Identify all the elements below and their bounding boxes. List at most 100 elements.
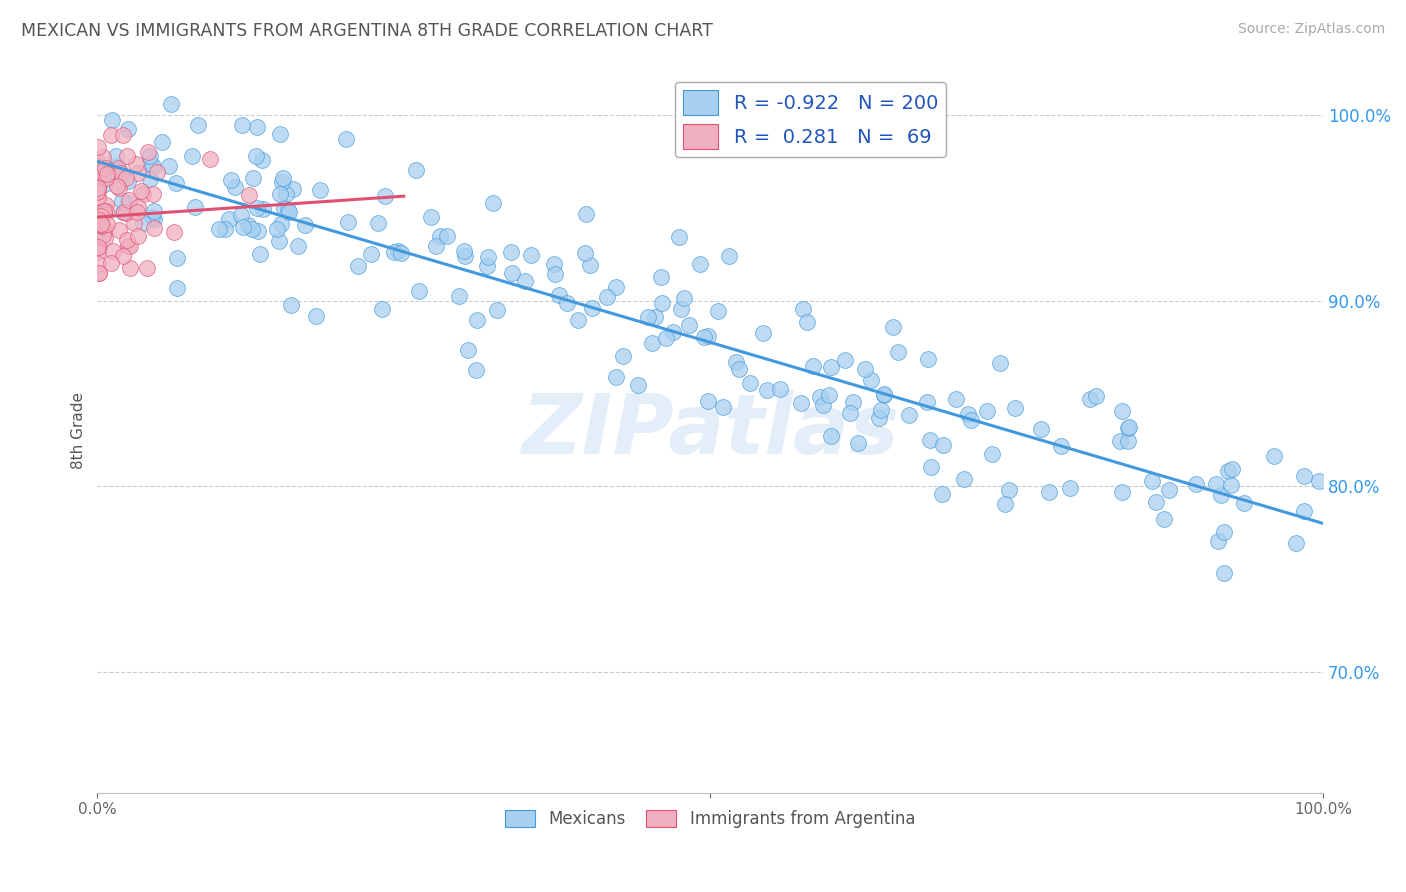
Point xyxy=(752,326,775,341)
Point xyxy=(436,229,458,244)
Point xyxy=(273,202,295,216)
Point xyxy=(245,149,267,163)
Point xyxy=(166,251,188,265)
Point xyxy=(882,319,904,334)
Point xyxy=(465,363,488,377)
Point xyxy=(842,395,865,409)
Point xyxy=(605,370,627,384)
Point xyxy=(105,178,128,193)
Point xyxy=(166,281,188,295)
Point xyxy=(232,220,254,235)
Point xyxy=(335,132,357,146)
Point xyxy=(1185,477,1208,491)
Point xyxy=(579,258,602,272)
Point xyxy=(125,157,148,171)
Point xyxy=(100,128,122,142)
Point xyxy=(87,245,110,260)
Point xyxy=(269,187,291,202)
Point xyxy=(501,245,523,260)
Point xyxy=(136,261,159,276)
Point xyxy=(696,329,718,343)
Point xyxy=(165,176,187,190)
Point xyxy=(277,204,299,219)
Point xyxy=(581,301,603,316)
Point xyxy=(117,195,139,210)
Point xyxy=(270,175,292,189)
Point xyxy=(127,166,149,180)
Point xyxy=(425,238,447,252)
Point xyxy=(86,153,108,168)
Point xyxy=(93,161,115,176)
Point xyxy=(1116,421,1139,435)
Point xyxy=(90,218,112,232)
Point xyxy=(294,218,316,232)
Point xyxy=(94,170,117,185)
Point xyxy=(132,216,155,230)
Point xyxy=(651,295,673,310)
Point xyxy=(337,215,360,229)
Point xyxy=(668,230,690,244)
Point xyxy=(790,396,813,410)
Point xyxy=(87,180,110,194)
Point xyxy=(347,259,370,273)
Point xyxy=(1109,434,1132,449)
Point xyxy=(596,290,619,304)
Point xyxy=(236,218,259,232)
Point xyxy=(94,197,117,211)
Point xyxy=(114,205,136,219)
Point xyxy=(246,201,269,215)
Point xyxy=(520,248,543,262)
Point xyxy=(198,152,221,166)
Point xyxy=(214,221,236,235)
Point xyxy=(271,170,294,185)
Point xyxy=(931,487,953,501)
Point xyxy=(976,404,998,418)
Point xyxy=(127,201,149,215)
Point xyxy=(89,240,111,254)
Point xyxy=(91,150,114,164)
Point xyxy=(115,149,138,163)
Point xyxy=(91,219,114,233)
Point xyxy=(309,183,332,197)
Point xyxy=(1140,474,1163,488)
Point xyxy=(107,181,129,195)
Point xyxy=(669,301,692,316)
Point xyxy=(305,310,328,324)
Point xyxy=(817,388,839,402)
Point xyxy=(1220,478,1243,492)
Point xyxy=(1205,476,1227,491)
Point xyxy=(1038,484,1060,499)
Point xyxy=(1220,462,1243,476)
Point xyxy=(1212,566,1234,580)
Point xyxy=(93,207,115,221)
Point xyxy=(980,447,1002,461)
Point xyxy=(1029,422,1052,436)
Point xyxy=(86,257,108,271)
Point xyxy=(1153,512,1175,526)
Legend: Mexicans, Immigrants from Argentina: Mexicans, Immigrants from Argentina xyxy=(499,804,922,835)
Point xyxy=(931,438,953,452)
Point xyxy=(117,174,139,188)
Point xyxy=(87,169,110,184)
Point xyxy=(87,212,110,227)
Point xyxy=(1085,389,1108,403)
Point xyxy=(1206,533,1229,548)
Point xyxy=(246,224,269,238)
Point xyxy=(869,403,891,417)
Point xyxy=(574,245,596,260)
Point xyxy=(90,210,112,224)
Point xyxy=(820,359,842,374)
Point xyxy=(100,256,122,270)
Point xyxy=(242,171,264,186)
Point xyxy=(267,234,290,248)
Point xyxy=(115,233,138,247)
Point xyxy=(87,267,110,281)
Point xyxy=(91,228,114,243)
Point xyxy=(281,182,304,196)
Point xyxy=(94,177,117,191)
Point xyxy=(105,149,128,163)
Point xyxy=(887,345,910,359)
Point xyxy=(920,460,942,475)
Point xyxy=(689,257,711,271)
Point xyxy=(917,352,939,367)
